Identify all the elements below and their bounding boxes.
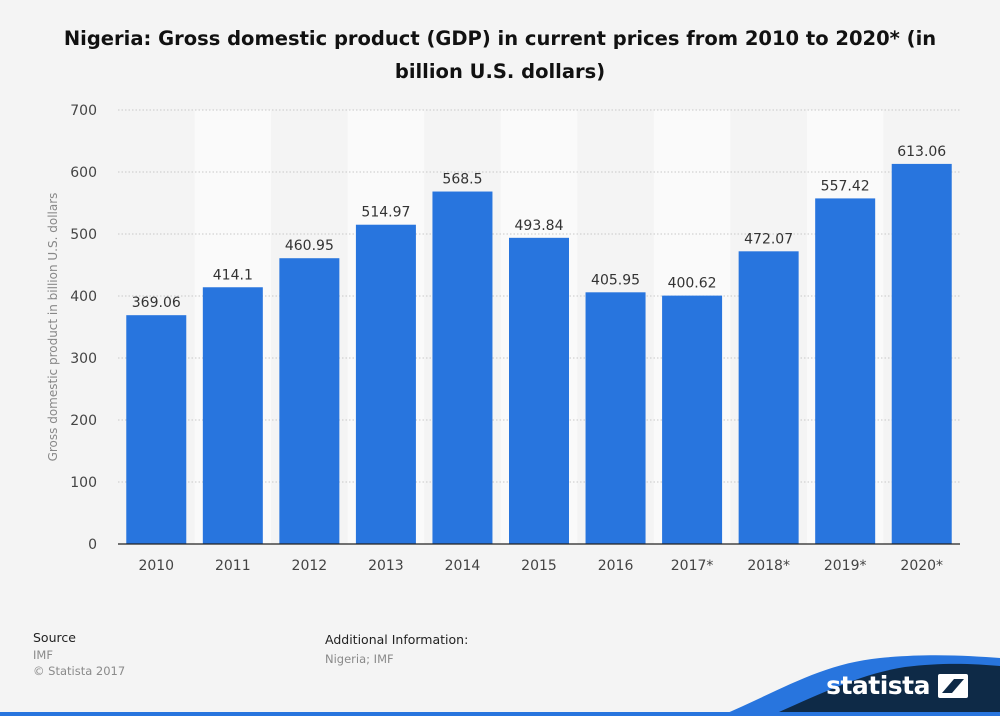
bar-value-label: 460.95	[285, 238, 334, 254]
bar[interactable]	[355, 224, 416, 544]
chart-title: Nigeria: Gross domestic product (GDP) in…	[63, 27, 937, 83]
y-tick-label: 600	[70, 165, 97, 181]
bar-value-label: 414.1	[213, 267, 253, 283]
y-tick-label: 500	[70, 227, 97, 243]
statista-logo[interactable]: statista	[826, 671, 968, 700]
bar[interactable]	[126, 315, 187, 544]
bar[interactable]	[279, 258, 340, 544]
bar-value-label: 400.62	[668, 276, 717, 292]
x-tick-label: 2017*	[671, 558, 714, 574]
copyright-text: © Statista 2017	[33, 664, 126, 678]
brand-name: statista	[826, 671, 930, 700]
y-tick-label: 100	[70, 475, 97, 491]
bar[interactable]	[738, 251, 799, 545]
bar[interactable]	[432, 191, 493, 544]
bar[interactable]	[509, 237, 569, 544]
bar-value-label: 493.84	[515, 218, 564, 234]
bar-value-label: 568.5	[442, 172, 482, 188]
x-tick-label: 2016	[598, 558, 634, 574]
source-label: Source	[33, 630, 76, 645]
x-tick-label: 2011	[215, 558, 251, 574]
x-tick-label: 2014	[445, 558, 481, 574]
bar-value-label: 613.06	[897, 144, 946, 160]
bar[interactable]	[662, 295, 723, 544]
additional-info-value: Nigeria; IMF	[325, 652, 394, 666]
bar-chart: 0 100 200 300 400 500 600 700 Gross domestic pro…	[46, 103, 960, 574]
x-tick-label: 2018*	[747, 558, 790, 574]
bar-value-label: 472.07	[744, 231, 793, 247]
x-tick-label: 2019*	[824, 558, 867, 574]
x-tick-label: 2010	[138, 558, 174, 574]
y-tick-label: 0	[88, 537, 97, 553]
bar-value-label: 405.95	[591, 272, 640, 288]
source-value[interactable]: IMF	[33, 648, 53, 662]
bar-value-label: 369.06	[132, 295, 181, 311]
y-axis-title: Gross domestic product in billion U.S. d…	[46, 193, 60, 462]
bar[interactable]	[891, 163, 952, 544]
bar-value-label: 514.97	[361, 205, 410, 221]
additional-info-label: Additional Information:	[325, 632, 469, 647]
y-tick-label: 400	[70, 289, 97, 305]
x-tick-label: 2015	[521, 558, 557, 574]
x-tick-label: 2012	[292, 558, 328, 574]
x-tick-label: 2013	[368, 558, 404, 574]
bar-value-label: 557.42	[821, 178, 870, 194]
bar[interactable]	[585, 292, 646, 544]
x-tick-label: 2020*	[900, 558, 943, 574]
y-tick-label: 300	[70, 351, 97, 367]
bar[interactable]	[202, 287, 263, 544]
bar[interactable]	[815, 198, 876, 544]
y-tick-label: 200	[70, 413, 97, 429]
y-tick-label: 700	[70, 103, 97, 119]
statista-logo-icon	[938, 673, 968, 698]
